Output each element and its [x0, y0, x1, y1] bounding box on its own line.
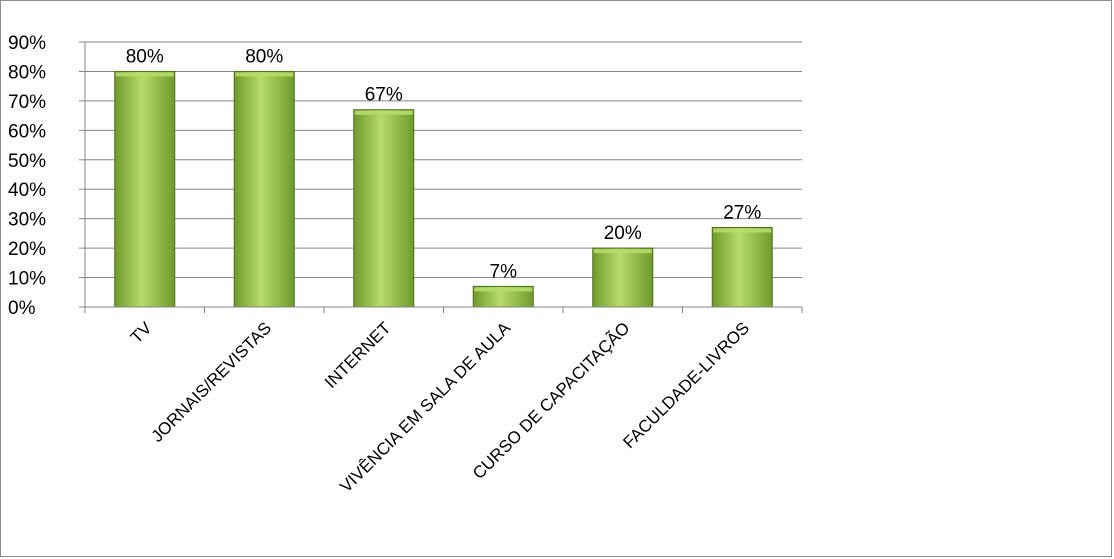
gridlines	[85, 41, 802, 279]
y-axis-ticks: 0% 10% 20% 30% 40% 50% 60% 70% 80% 90%	[8, 33, 85, 319]
y-tick-label: 80%	[8, 62, 46, 83]
bar-faculdade-livros	[711, 227, 773, 308]
bar-bevel	[354, 110, 413, 115]
bar-curso-de-capacita-o	[592, 247, 654, 308]
y-tick-label: 40%	[8, 180, 46, 201]
data-labels: 80% 80% 67% 7% 20% 27%	[126, 46, 762, 282]
y-tick-label: 10%	[8, 269, 46, 290]
bar-bevel	[713, 228, 772, 233]
data-label: 80%	[245, 46, 283, 67]
y-tick-label: 0%	[8, 298, 36, 319]
y-tick-label: 70%	[8, 92, 46, 113]
bars	[114, 70, 773, 308]
x-category-label: JORNAIS/REVISTAS	[148, 318, 275, 445]
bar-internet	[353, 109, 415, 308]
data-label: 27%	[723, 203, 761, 224]
y-tick-label: 60%	[8, 121, 46, 142]
x-category-label: TV	[127, 318, 156, 347]
data-label: 80%	[126, 46, 164, 67]
data-label: 20%	[604, 223, 642, 244]
x-category-label: INTERNET	[321, 318, 395, 392]
bar-bevel	[593, 249, 652, 254]
bar-jornais-revistas	[233, 70, 295, 308]
x-category-label: FACULDADE-LIVROS	[619, 318, 753, 452]
axes	[84, 42, 803, 313]
y-tick-label: 50%	[8, 151, 46, 172]
bar-tv	[114, 70, 176, 308]
y-tick-label: 20%	[8, 239, 46, 260]
bar-bevel	[235, 72, 294, 77]
data-label: 7%	[490, 261, 518, 282]
bar-bevel	[115, 72, 174, 77]
y-tick-label: 90%	[8, 33, 46, 54]
y-tick-label: 30%	[8, 210, 46, 231]
bar-bevel	[474, 287, 533, 292]
data-label: 67%	[365, 85, 403, 106]
